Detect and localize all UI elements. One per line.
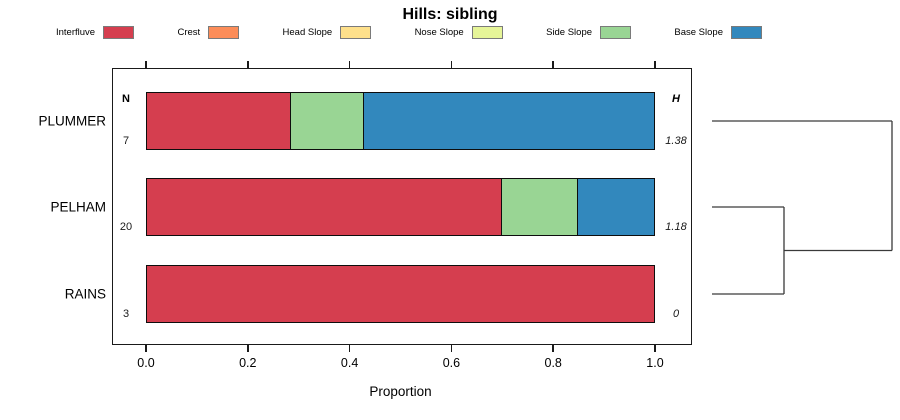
h-value: 0 [672,308,680,320]
legend-item-head-slope: Head Slope [283,26,372,39]
row-label-plummer: PLUMMER [38,113,106,129]
x-axis-tick-top [145,61,147,68]
x-axis-tick-bottom [247,345,249,352]
x-axis-tick-bottom [654,345,656,352]
x-tick-label: 0.6 [442,356,461,370]
legend-color-swatch [208,26,240,39]
bar-segment-base-slope [577,178,655,236]
bar-segment-interfluve [146,92,292,150]
x-axis-tick-top [450,61,453,68]
legend: Interfluve Crest Head Slope Nose Slope Side … [56,24,762,41]
plot-box [112,68,692,345]
h-column-header: H [672,93,680,105]
x-tick-label: 1.0 [646,356,664,370]
legend-color-swatch [730,26,762,39]
legend-color-swatch [103,26,135,39]
legend-label: Crest [177,27,201,38]
legend-label: Nose Slope [414,27,464,38]
legend-label: Base Slope [674,27,723,38]
n-column-header: N [122,93,130,105]
x-tick-label: 0.8 [544,356,562,370]
x-tick-label: 0.4 [340,356,359,370]
legend-color-swatch [600,26,632,39]
n-value: 20 [119,221,133,233]
x-axis-tick-top [552,61,554,68]
legend-label: Interfluve [56,27,96,38]
n-value: 7 [122,135,130,147]
x-axis-tick-top [247,61,249,68]
chart-title: Hills: sibling [402,6,498,23]
x-tick-label: 0.0 [137,356,155,370]
bar-segment-interfluve [146,178,503,236]
legend-label: Head Slope [282,27,333,38]
x-axis-tick-top [654,61,656,68]
h-value: 1.18 [665,221,687,233]
x-axis-tick-top [348,61,351,68]
legend-item-nose-slope: Nose Slope [415,26,503,39]
x-axis-tick-bottom [145,345,147,352]
legend-item-side-slope: Side Slope [546,26,632,39]
x-axis-tick-bottom [450,345,453,352]
x-axis-tick-bottom [552,345,554,352]
legend-item-crest: Crest [177,26,240,39]
h-value: 1.38 [665,135,687,147]
bar-segment-side-slope [289,92,365,150]
row-label-pelham: PELHAM [50,199,106,215]
legend-color-swatch [471,26,503,39]
bar-segment-base-slope [362,92,655,150]
legend-item-interfluve: Interfluve [56,26,135,39]
legend-label: Side Slope [546,27,593,38]
legend-item-base-slope: Base Slope [674,26,762,39]
x-tick-label: 0.2 [239,356,257,370]
x-axis-tick-bottom [348,345,351,352]
row-label-rains: RAINS [64,286,106,302]
legend-color-swatch [340,26,372,39]
n-value: 3 [122,308,130,320]
x-axis-label: Proportion [369,384,432,399]
bar-segment-side-slope [500,178,579,236]
bar-segment-interfluve [146,265,655,323]
dendrogram-links [712,120,893,295]
